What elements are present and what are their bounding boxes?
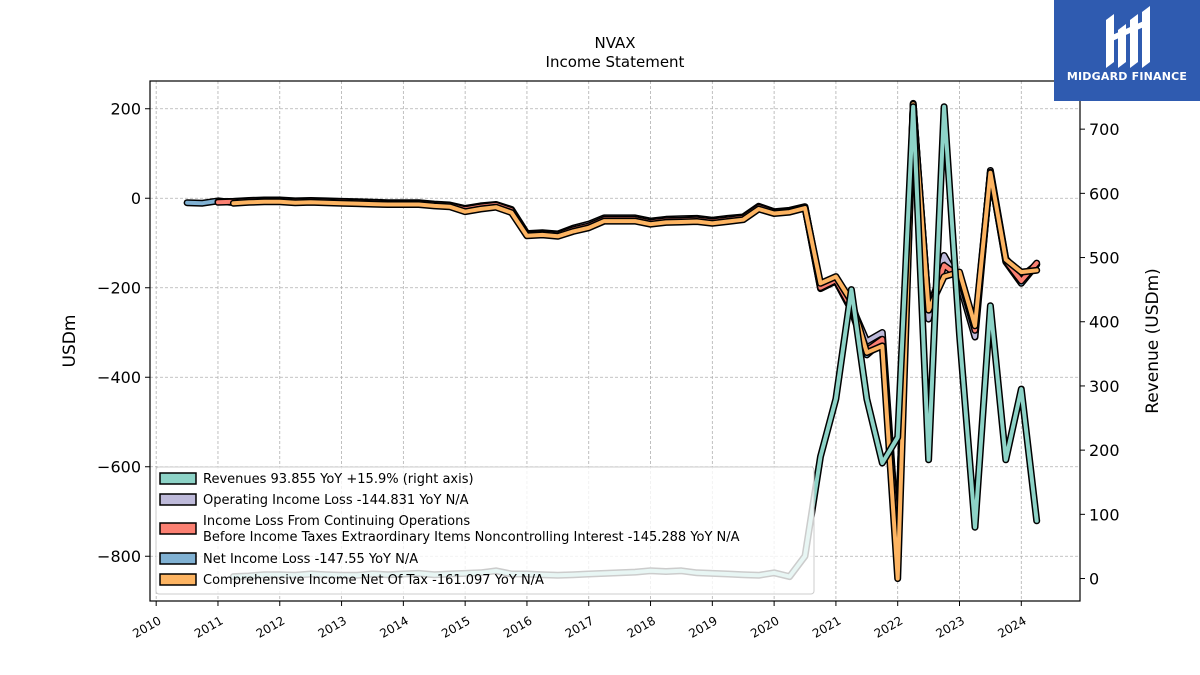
x-tick-label: 2013 [316,613,349,640]
x-tick-label: 2011 [192,613,225,640]
x-tick-label: 2024 [995,613,1028,640]
chart-subtitle: Income Statement [546,53,685,71]
x-tick-label: 2023 [934,613,967,640]
y-left-tick-label: −600 [97,458,141,477]
y-right-tick-label: 700 [1089,120,1120,139]
y-left-tick-label: 200 [110,100,141,119]
x-tick-label: 2012 [254,613,287,640]
y-right-tick-label: 200 [1089,441,1120,460]
legend-entry: Comprehensive Income Net Of Tax -161.097… [203,573,544,588]
x-tick-label: 2015 [439,613,472,640]
chart-title: NVAX [594,34,635,52]
x-tick-label: 2010 [130,613,163,640]
logo-text: MIDGARD FINANCE [1066,70,1188,83]
legend-entry: Income Loss From Continuing Operations Be… [203,514,740,545]
y-left-tick-label: −800 [97,547,141,566]
series-5-line [231,102,1039,581]
legend-box [155,466,815,595]
y-right-tick-label: 100 [1089,505,1120,524]
midgard-finance-logo: MIDGARD FINANCE [1054,0,1200,101]
x-tick-label: 2018 [625,613,658,640]
y-left-tick-label: −200 [97,279,141,298]
legend-swatch [159,552,197,565]
plot-frame [149,80,1081,602]
x-tick-label: 2019 [686,613,719,640]
x-tick-label: 2021 [810,613,843,640]
legend-swatch [159,493,197,506]
legend-entry: Net Income Loss -147.55 YoY N/A [203,552,418,567]
y-axis-left-label: USDm [60,315,80,368]
midgard-logo-icon [1106,6,1150,68]
x-tick-label: 2014 [377,613,410,640]
y-right-tick-label: 400 [1089,313,1120,332]
legend-swatch [159,522,197,535]
legend-swatch [159,573,197,586]
legend-swatch [159,472,197,485]
x-axis: 2010 2011 2012 2013 2014 2015 2016 2017 2018 2019… [130,601,1029,641]
x-tick-label: 2020 [748,613,781,640]
y-right-tick-label: 600 [1089,184,1120,203]
y-left-tick-label: 0 [131,189,141,208]
y-axis-right: 700 600 500 400 300 200 100 0 [1080,120,1120,589]
x-tick-label: 2016 [501,613,534,640]
y-axis-right-label: Revenue (USDm) [1143,268,1163,414]
legend-entry: Operating Income Loss -144.831 YoY N/A [203,493,469,508]
x-tick-label: 2022 [872,613,905,640]
y-right-tick-label: 300 [1089,377,1120,396]
y-left-tick-label: −400 [97,368,141,387]
y-right-tick-label: 500 [1089,249,1120,268]
legend: Revenues 93.855 YoY +15.9% (right axis) O… [155,466,815,595]
y-axis-left: 200 0 −200 −400 −600 −800 [97,100,150,566]
y-right-tick-label: 0 [1089,570,1099,589]
x-tick-label: 2017 [563,613,596,640]
legend-entry: Revenues 93.855 YoY +15.9% (right axis) [203,472,474,487]
